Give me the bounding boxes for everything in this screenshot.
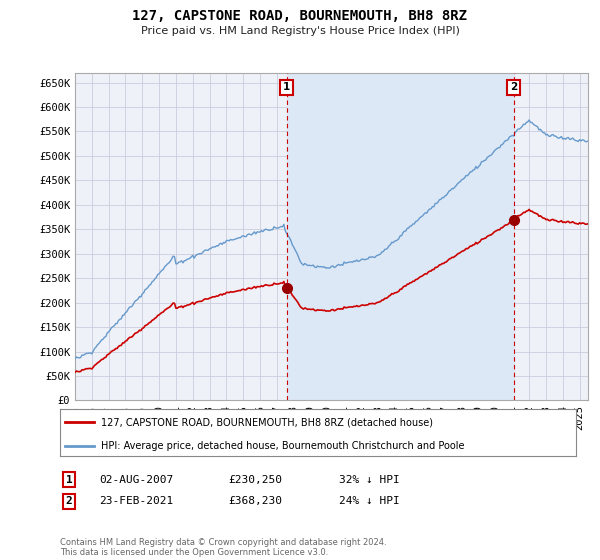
Text: 127, CAPSTONE ROAD, BOURNEMOUTH, BH8 8RZ (detached house): 127, CAPSTONE ROAD, BOURNEMOUTH, BH8 8RZ… xyxy=(101,417,433,427)
Text: £230,250: £230,250 xyxy=(228,475,282,485)
Text: £368,230: £368,230 xyxy=(228,496,282,506)
Text: 2: 2 xyxy=(65,496,73,506)
Bar xyxy=(287,73,514,400)
Text: Price paid vs. HM Land Registry's House Price Index (HPI): Price paid vs. HM Land Registry's House … xyxy=(140,26,460,36)
Text: 23-FEB-2021: 23-FEB-2021 xyxy=(99,496,173,506)
Text: 02-AUG-2007: 02-AUG-2007 xyxy=(99,475,173,485)
Text: 127, CAPSTONE ROAD, BOURNEMOUTH, BH8 8RZ: 127, CAPSTONE ROAD, BOURNEMOUTH, BH8 8RZ xyxy=(133,9,467,23)
Text: Contains HM Land Registry data © Crown copyright and database right 2024.
This d: Contains HM Land Registry data © Crown c… xyxy=(60,538,386,557)
Text: HPI: Average price, detached house, Bournemouth Christchurch and Poole: HPI: Average price, detached house, Bour… xyxy=(101,441,465,451)
Text: 1: 1 xyxy=(65,475,73,485)
Text: 1: 1 xyxy=(283,82,290,92)
Text: 32% ↓ HPI: 32% ↓ HPI xyxy=(339,475,400,485)
Text: 2: 2 xyxy=(510,82,517,92)
Text: 24% ↓ HPI: 24% ↓ HPI xyxy=(339,496,400,506)
